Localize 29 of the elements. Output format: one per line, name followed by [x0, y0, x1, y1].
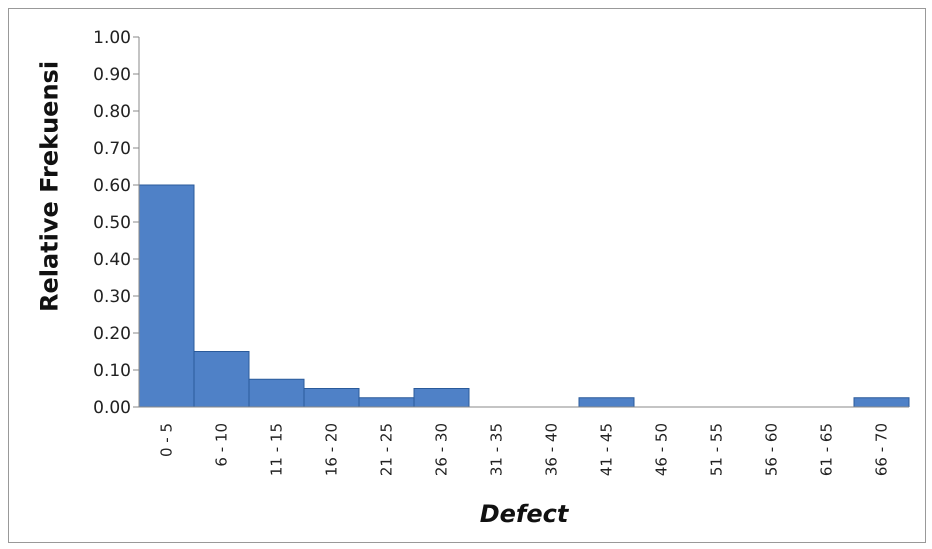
x-tick-label: 66 - 70: [872, 423, 890, 476]
x-tick-label: 16 - 20: [322, 423, 340, 476]
y-tick-label: 0.10: [93, 361, 131, 382]
x-tick-label: 61 - 65: [818, 423, 836, 476]
x-tick-label: 51 - 55: [708, 423, 726, 476]
y-tick-label: 0.20: [93, 324, 131, 344]
y-tick-label: 0.50: [93, 213, 131, 234]
x-tick-label: 31 - 35: [488, 423, 506, 476]
x-tick-label: 26 - 30: [432, 423, 450, 476]
x-tick-label: 6 - 10: [212, 423, 230, 467]
y-tick-label: 0.70: [93, 139, 131, 160]
y-tick-label: 0.00: [93, 398, 131, 418]
x-axis-title: Defect: [480, 500, 570, 528]
x-tick-label: 41 - 45: [598, 423, 616, 476]
x-tick-label: 46 - 50: [652, 423, 670, 476]
y-tick-label: 0.90: [93, 65, 131, 86]
y-tick-label: 0.30: [93, 287, 131, 308]
x-tick-label: 0 - 5: [158, 423, 176, 458]
x-tick-label: 21 - 25: [378, 423, 396, 476]
x-tick-label: 11 - 15: [268, 423, 286, 476]
y-tick-label: 0.40: [93, 250, 131, 270]
y-tick-label: 1.00: [93, 28, 131, 48]
y-tick-label: 0.80: [93, 102, 131, 122]
x-tick-label: 36 - 40: [542, 423, 560, 476]
x-tick-label: 56 - 60: [762, 423, 780, 476]
y-axis-title: Relative Frekuensi: [36, 60, 64, 312]
y-tick-label: 0.60: [93, 176, 131, 196]
bar: [854, 397, 910, 407]
bar: [578, 397, 634, 407]
